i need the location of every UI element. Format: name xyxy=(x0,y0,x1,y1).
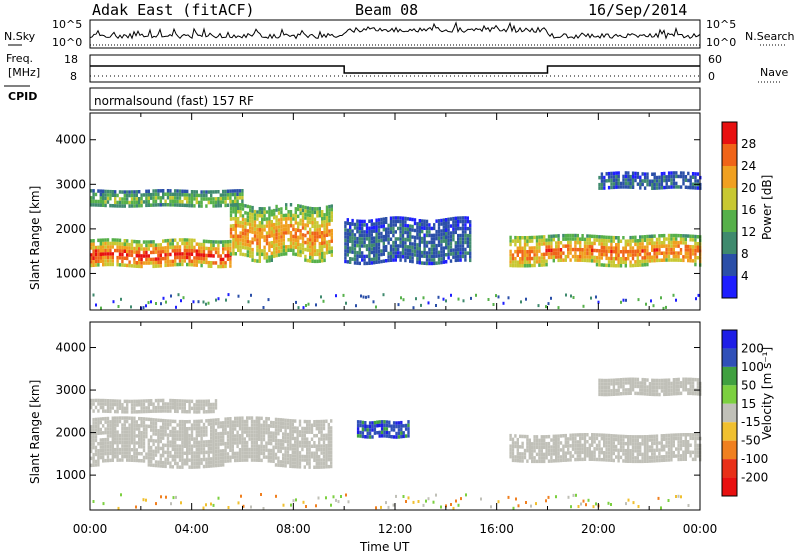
velocity-colorbar-segment xyxy=(722,477,737,496)
power-near-range-scatter xyxy=(92,293,700,310)
x-tick-label: 00:00 xyxy=(683,522,718,536)
noise-panel xyxy=(89,19,701,49)
velocity-ytick-label: 4000 xyxy=(55,341,86,355)
beam-title: Beam 08 xyxy=(355,1,419,19)
power-ytick-label: 4000 xyxy=(55,133,86,147)
power-colorbar-segment xyxy=(722,188,737,210)
velocity-ytick-label: 1000 xyxy=(55,468,86,482)
velocity-colorbar-tick: -15 xyxy=(741,415,761,429)
velocity-colorbar-segment xyxy=(722,385,737,404)
velocity-colorbar-tick: -200 xyxy=(741,471,768,485)
freq-ytick-right-bottom: 0 xyxy=(708,70,715,83)
power-feature-5 xyxy=(598,171,702,190)
power-colorbar-tick: 16 xyxy=(741,203,756,217)
velocity-feature-3 xyxy=(509,433,702,464)
velocity-colorbar-segment xyxy=(722,330,737,349)
power-colorbar-segment xyxy=(722,276,737,298)
power-colorbar-segment xyxy=(722,232,737,254)
x-axis-label: Time UT xyxy=(360,540,410,554)
power-colorbar-tick: 4 xyxy=(741,269,749,283)
power-colorbar-segment xyxy=(722,166,737,188)
x-tick-label: 16:00 xyxy=(479,522,514,536)
velocity-colorbar-tick: 200 xyxy=(741,341,764,355)
nsearch-label: N.Search xyxy=(745,30,795,43)
noise-frame xyxy=(89,19,701,49)
noise-ytick-right-bottom: 10^0 xyxy=(706,36,737,49)
power-colorbar-frame xyxy=(721,121,738,299)
velocity-ytick-label: 2000 xyxy=(55,426,86,440)
velocity-feature-2 xyxy=(356,420,410,439)
velocity-near-range-scatter xyxy=(92,493,690,510)
velocity-feature-1 xyxy=(90,398,218,414)
nsky-label: N.Sky xyxy=(4,30,36,43)
velocity-colorbar-segment xyxy=(722,440,737,460)
velocity-colorbar-segment xyxy=(722,459,737,478)
power-panel xyxy=(90,171,702,310)
freq-line xyxy=(90,65,700,74)
power-colorbar-tick: 24 xyxy=(741,159,756,173)
velocity-colorbar-segment xyxy=(722,422,737,441)
frequency-panel xyxy=(4,44,785,111)
cpid-frame xyxy=(89,87,701,111)
station-title: Adak East (fitACF) xyxy=(92,1,255,19)
noise-ytick-right-top: 10^5 xyxy=(706,18,737,31)
power-feature-2 xyxy=(90,189,244,208)
x-tick-label: 12:00 xyxy=(378,522,413,536)
power-feature-1 xyxy=(229,203,333,264)
cpid-label: CPID xyxy=(8,90,38,103)
power-colorbar-tick: 28 xyxy=(741,137,756,151)
power-feature-3 xyxy=(344,216,472,266)
velocity-colorbar-tick: 50 xyxy=(741,378,756,392)
mhz-label: [MHz] xyxy=(8,66,41,79)
power-colorbar-segment xyxy=(722,210,737,232)
power-colorbar-tick: 8 xyxy=(741,247,749,261)
freq-ytick-right-top: 60 xyxy=(708,53,722,66)
velocity-colorbar-segment xyxy=(722,348,737,367)
velocity-panel xyxy=(90,377,702,510)
noise-ytick-left-bottom: 10^0 xyxy=(52,36,83,49)
x-tick-label: 08:00 xyxy=(276,522,311,536)
power-feature-4 xyxy=(509,233,702,268)
x-tick-label: 00:00 xyxy=(73,522,108,536)
power-ytick-label: 3000 xyxy=(55,177,86,191)
axes: 1000 2000 3000 4000 1000 2000 3000 4000 00:00 04:… xyxy=(55,112,718,536)
velocity-colorbar-segment xyxy=(722,366,737,386)
power-feature-0 xyxy=(90,238,232,269)
power-ytick-label: 2000 xyxy=(55,222,86,236)
freq-label: Freq. xyxy=(6,52,34,65)
x-tick-label: 20:00 xyxy=(581,522,616,536)
date-title: 16/Sep/2014 xyxy=(588,1,688,19)
velocity-colorbar-segment xyxy=(722,403,737,423)
power-colorbar-segment xyxy=(722,144,737,166)
freq-ytick-left-top: 18 xyxy=(64,53,78,66)
colorbars: 28 24 20 16 12 8 4 200 100 50 15 -15 -50 -100 -200 xyxy=(721,121,768,497)
noise-sky-line xyxy=(89,21,701,45)
power-colorbar-tick: 12 xyxy=(741,225,756,239)
velocity-feature-0 xyxy=(90,416,333,469)
power-colorbar-tick: 20 xyxy=(741,181,756,195)
power-colorbar-segment xyxy=(722,254,737,276)
power-ytick-label: 1000 xyxy=(55,266,86,280)
velocity-colorbar-tick: 100 xyxy=(741,360,764,374)
power-frame xyxy=(89,112,701,311)
velocity-feature-4 xyxy=(598,377,702,397)
velocity-colorbar-frame xyxy=(721,329,738,497)
x-tick-label: 04:00 xyxy=(174,522,209,536)
velocity-colorbar-tick: 15 xyxy=(741,397,756,411)
velocity-frame xyxy=(89,321,701,511)
freq-frame xyxy=(89,54,701,83)
velocity-colorbar-tick: -100 xyxy=(741,452,768,466)
cpid-text: normalsound (fast) 157 RF xyxy=(94,94,254,108)
noise-ytick-left-top: 10^5 xyxy=(52,18,83,31)
velocity-colorbar-tick: -50 xyxy=(741,434,761,448)
power-colorbar-segment xyxy=(722,122,737,144)
nave-label: Nave xyxy=(760,66,789,79)
freq-ytick-left-bottom: 8 xyxy=(70,70,77,83)
velocity-ytick-label: 3000 xyxy=(55,383,86,397)
